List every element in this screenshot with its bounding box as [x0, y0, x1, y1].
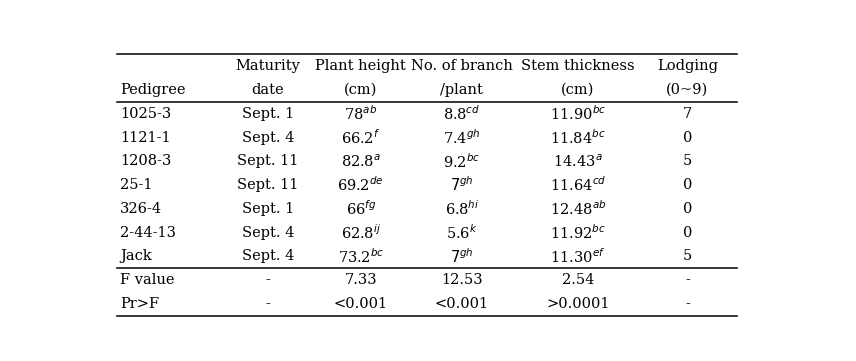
- Text: Sept. 11: Sept. 11: [237, 155, 299, 168]
- Text: Sept. 4: Sept. 4: [241, 226, 294, 240]
- Text: Pedigree: Pedigree: [120, 83, 186, 97]
- Text: <0.001: <0.001: [334, 297, 388, 311]
- Text: Jack: Jack: [120, 249, 152, 263]
- Text: F value: F value: [120, 273, 175, 287]
- Text: 66$^{fg}$: 66$^{fg}$: [346, 200, 376, 218]
- Text: 11.92$^{bc}$: 11.92$^{bc}$: [550, 223, 606, 242]
- Text: 12.48$^{ab}$: 12.48$^{ab}$: [550, 200, 606, 218]
- Text: Lodging: Lodging: [657, 59, 718, 73]
- Text: 1208-3: 1208-3: [120, 155, 172, 168]
- Text: (0~9): (0~9): [666, 83, 709, 97]
- Text: 1121-1: 1121-1: [120, 131, 171, 144]
- Text: 9.2$^{bc}$: 9.2$^{bc}$: [443, 152, 480, 171]
- Text: 7: 7: [683, 107, 693, 121]
- Text: 73.2$^{bc}$: 73.2$^{bc}$: [337, 247, 384, 266]
- Text: -: -: [685, 297, 690, 311]
- Text: 14.43$^{a}$: 14.43$^{a}$: [553, 153, 603, 170]
- Text: 8.8$^{cd}$: 8.8$^{cd}$: [443, 104, 480, 123]
- Text: -: -: [265, 273, 270, 287]
- Text: Sept. 1: Sept. 1: [241, 202, 294, 216]
- Text: 2.54: 2.54: [562, 273, 594, 287]
- Text: 11.64$^{cd}$: 11.64$^{cd}$: [550, 176, 606, 195]
- Text: 1025-3: 1025-3: [120, 107, 171, 121]
- Text: Sept. 1: Sept. 1: [241, 107, 294, 121]
- Text: 0: 0: [683, 226, 693, 240]
- Text: 5.6$^{k}$: 5.6$^{k}$: [446, 223, 478, 242]
- Text: 11.90$^{bc}$: 11.90$^{bc}$: [550, 104, 606, 123]
- Text: Sept. 11: Sept. 11: [237, 178, 299, 192]
- Text: 12.53: 12.53: [441, 273, 483, 287]
- Text: 78$^{ab}$: 78$^{ab}$: [344, 104, 377, 123]
- Text: 7.4$^{gh}$: 7.4$^{gh}$: [443, 128, 481, 147]
- Text: 5: 5: [683, 249, 693, 263]
- Text: $7^{gh}$: $7^{gh}$: [450, 247, 474, 266]
- Text: <0.001: <0.001: [435, 297, 489, 311]
- Text: 66.2$^{f}$: 66.2$^{f}$: [342, 128, 380, 147]
- Text: /plant: /plant: [441, 83, 484, 97]
- Text: -: -: [685, 273, 690, 287]
- Text: 0: 0: [683, 178, 693, 192]
- Text: 11.30$^{ef}$: 11.30$^{ef}$: [550, 247, 606, 266]
- Text: date: date: [252, 83, 284, 97]
- Text: Sept. 4: Sept. 4: [241, 249, 294, 263]
- Text: 69.2$^{de}$: 69.2$^{de}$: [337, 176, 384, 195]
- Text: 82.8$^{a}$: 82.8$^{a}$: [341, 153, 381, 170]
- Text: 326-4: 326-4: [120, 202, 163, 216]
- Text: 62.8$^{ij}$: 62.8$^{ij}$: [341, 223, 381, 242]
- Text: 7.33: 7.33: [344, 273, 377, 287]
- Text: 25-1: 25-1: [120, 178, 152, 192]
- Text: >0.0001: >0.0001: [546, 297, 609, 311]
- Text: Sept. 4: Sept. 4: [241, 131, 294, 144]
- Text: (cm): (cm): [344, 83, 377, 97]
- Text: 6.8$^{hi}$: 6.8$^{hi}$: [445, 200, 479, 218]
- Text: 11.84$^{bc}$: 11.84$^{bc}$: [550, 128, 606, 147]
- Text: -: -: [265, 297, 270, 311]
- Text: 5: 5: [683, 155, 693, 168]
- Text: 0: 0: [683, 202, 693, 216]
- Text: Pr>F: Pr>F: [120, 297, 159, 311]
- Text: $7^{gh}$: $7^{gh}$: [450, 176, 474, 195]
- Text: 2-44-13: 2-44-13: [120, 226, 176, 240]
- Text: 0: 0: [683, 131, 693, 144]
- Text: (cm): (cm): [562, 83, 595, 97]
- Text: Stem thickness: Stem thickness: [521, 59, 635, 73]
- Text: Maturity: Maturity: [235, 59, 300, 73]
- Text: No. of branch: No. of branch: [411, 59, 513, 73]
- Text: Plant height: Plant height: [315, 59, 406, 73]
